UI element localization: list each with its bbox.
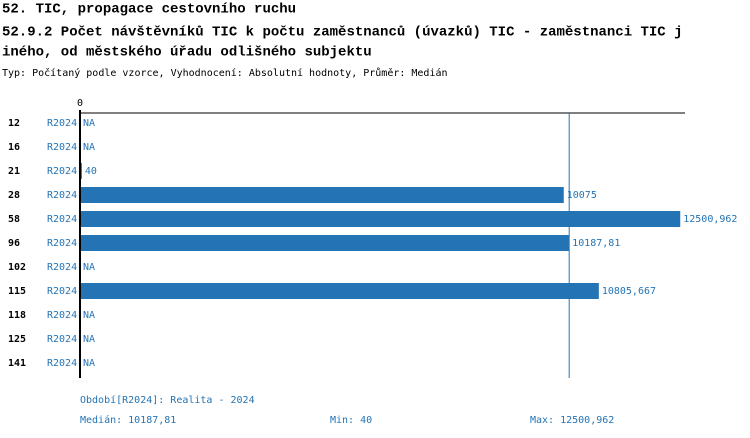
period: Období[R2024]: Realita - 2024: [80, 394, 255, 406]
category-label: 16: [8, 142, 20, 153]
subtitle: Typ: Počítaný podle vzorce, Vyhodnocení:…: [2, 67, 448, 79]
category-label: 125: [8, 334, 26, 345]
series-label: R2024: [47, 190, 77, 201]
series-label: R2024: [47, 166, 77, 177]
value-label: NA: [83, 310, 95, 321]
series-label: R2024: [47, 238, 77, 249]
category-label: 21: [8, 166, 20, 177]
value-label: 10187,81: [572, 238, 620, 249]
category-label: 118: [8, 310, 26, 321]
value-label: NA: [83, 358, 95, 369]
series-label: R2024: [47, 358, 77, 369]
value-label: NA: [83, 142, 95, 153]
bar: [81, 283, 599, 299]
max-label: Max: 12500,962: [530, 415, 614, 426]
category-label: 102: [8, 262, 26, 273]
series-label: R2024: [47, 118, 77, 129]
median-label: Medián: 10187,81: [80, 414, 176, 426]
title-line: iného, od městského úřadu odlišného subj…: [2, 45, 372, 61]
category-label: 115: [8, 286, 26, 297]
series-label: R2024: [47, 262, 77, 273]
series-label: R2024: [47, 310, 77, 321]
bar: [81, 163, 82, 179]
bar: [81, 187, 564, 203]
series-label: R2024: [47, 214, 77, 225]
title-line: 52. TIC, propagace cestovního ruchu: [2, 2, 296, 18]
series-label: R2024: [47, 142, 77, 153]
category-label: 96: [8, 238, 20, 249]
x-tick-label: 0: [77, 98, 83, 109]
value-label: NA: [83, 262, 95, 273]
series-label: R2024: [47, 334, 77, 345]
value-label: 40: [85, 166, 97, 177]
bar: [81, 235, 570, 251]
series-label: R2024: [47, 286, 77, 297]
min-label: Min: 40: [330, 415, 372, 426]
title-line: 52.9.2 Počet návštěvníků TIC k počtu zam…: [2, 25, 683, 41]
value-label: 10075: [567, 190, 597, 201]
category-label: 12: [8, 118, 20, 129]
category-label: 28: [8, 190, 20, 201]
category-label: 58: [8, 214, 20, 225]
value-label: 10805,667: [602, 286, 656, 297]
value-label: 12500,962: [683, 214, 737, 225]
bar: [81, 211, 681, 227]
value-label: NA: [83, 334, 95, 345]
value-label: NA: [83, 118, 95, 129]
category-label: 141: [8, 358, 26, 369]
